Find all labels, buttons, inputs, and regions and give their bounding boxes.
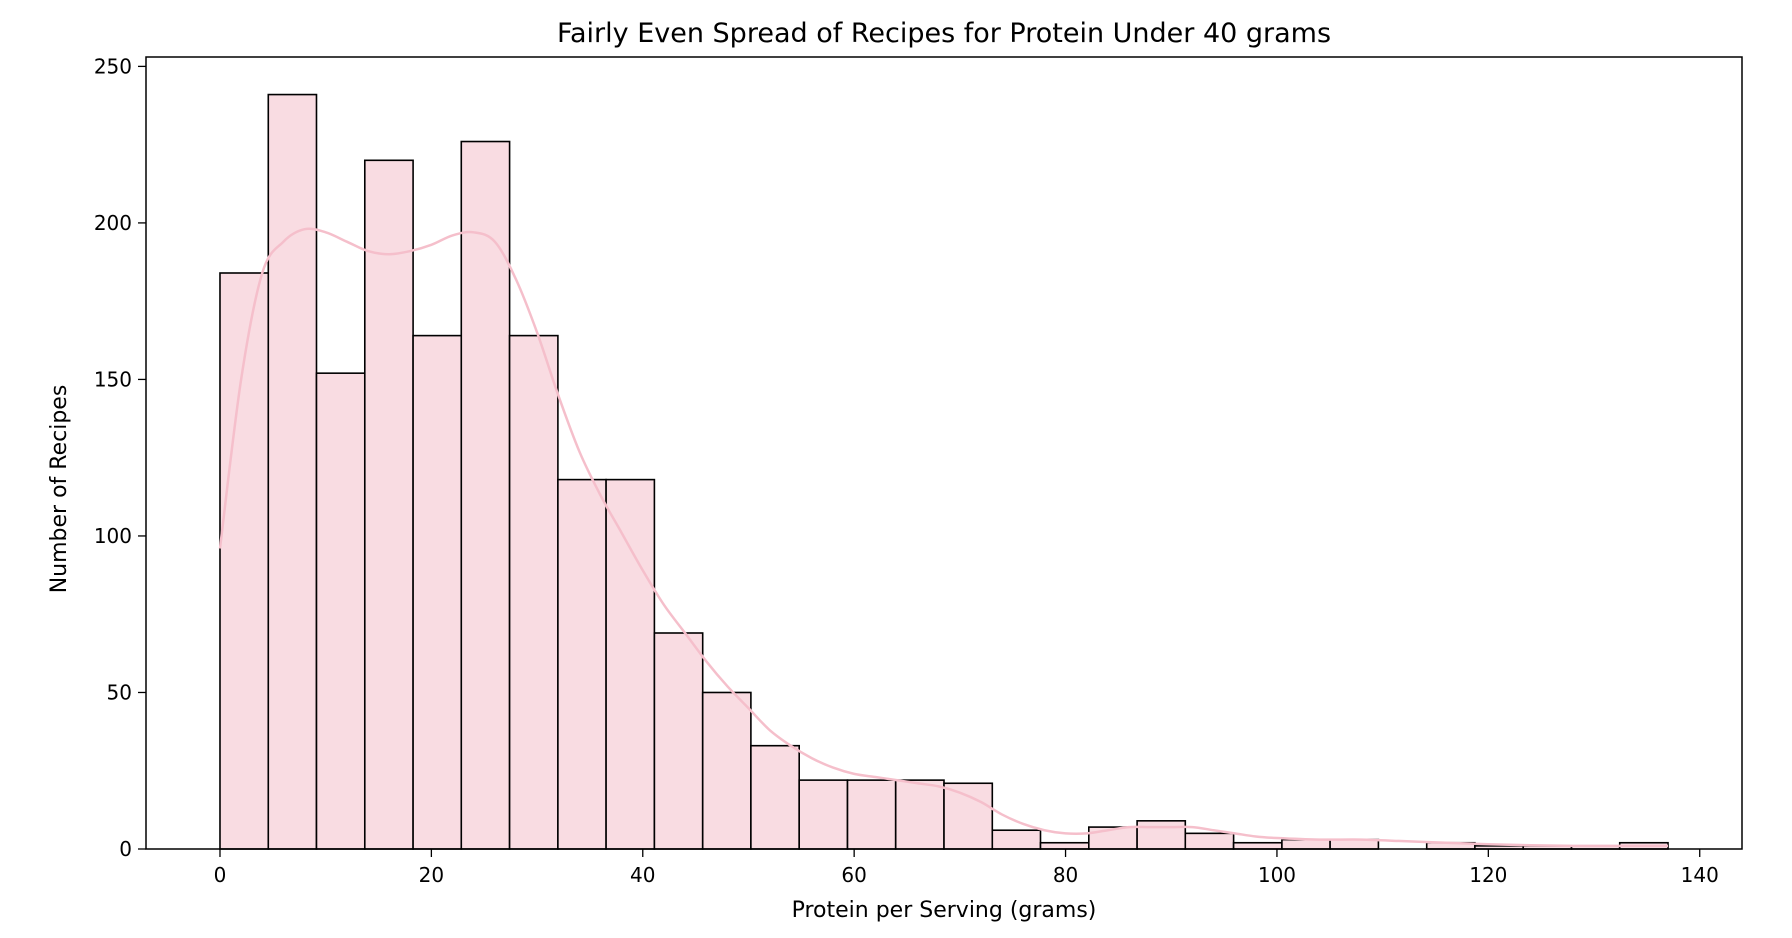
x-tick-label: 20	[419, 863, 444, 887]
histogram-bar-13	[846, 779, 897, 850]
kde-line	[218, 227, 1669, 848]
x-tick-label: 0	[214, 863, 227, 887]
histogram-bar-15	[943, 782, 994, 850]
x-axis-label: Protein per Serving (grams)	[792, 898, 1097, 923]
chart-title: Fairly Even Spread of Recipes for Protei…	[557, 18, 1331, 49]
histogram-bar-17	[1039, 841, 1090, 850]
y-tick-label: 150	[94, 367, 132, 391]
histogram-bar-21	[1232, 841, 1283, 850]
histogram-bar-8	[605, 478, 656, 850]
x-tick-label: 60	[841, 863, 866, 887]
histogram-bar-0	[219, 272, 270, 850]
histogram-bar-2	[315, 372, 366, 850]
bars-group	[219, 93, 1669, 850]
histogram-bar-14	[894, 779, 945, 850]
histogram-bar-22	[1281, 838, 1331, 850]
histogram-bar-12	[798, 779, 849, 850]
histogram-bar-4	[412, 334, 463, 850]
y-tick-label: 0	[119, 837, 132, 861]
y-axis-ticks: 0 50 100 150 200 250	[94, 54, 146, 861]
histogram-bar-9	[653, 632, 704, 850]
x-tick-label: 120	[1469, 863, 1507, 887]
x-tick-label: 40	[630, 863, 655, 887]
histogram-bar-11	[750, 744, 800, 850]
y-tick-label: 50	[107, 680, 132, 704]
y-axis-label: Number of Recipes	[47, 385, 72, 594]
histogram-bar-6	[508, 334, 559, 850]
histogram-bar-19	[1136, 820, 1187, 850]
histogram-bar-3	[363, 159, 414, 850]
histogram-bar-5	[460, 140, 511, 850]
x-tick-label: 100	[1258, 863, 1296, 887]
y-tick-label: 200	[94, 211, 132, 235]
x-axis-ticks: 0 20 40 60 80 100 120 140	[214, 849, 1719, 887]
histogram-bar-7	[557, 478, 607, 850]
histogram-bar-10	[701, 691, 752, 850]
x-tick-label: 80	[1053, 863, 1078, 887]
histogram-bar-1	[267, 93, 318, 850]
y-tick-label: 100	[94, 524, 132, 548]
x-tick-label: 140	[1681, 863, 1719, 887]
y-tick-label: 250	[94, 54, 132, 78]
histogram-bar-20	[1184, 832, 1235, 850]
histogram-bar-16	[991, 829, 1042, 850]
plot-frame	[145, 56, 1743, 850]
